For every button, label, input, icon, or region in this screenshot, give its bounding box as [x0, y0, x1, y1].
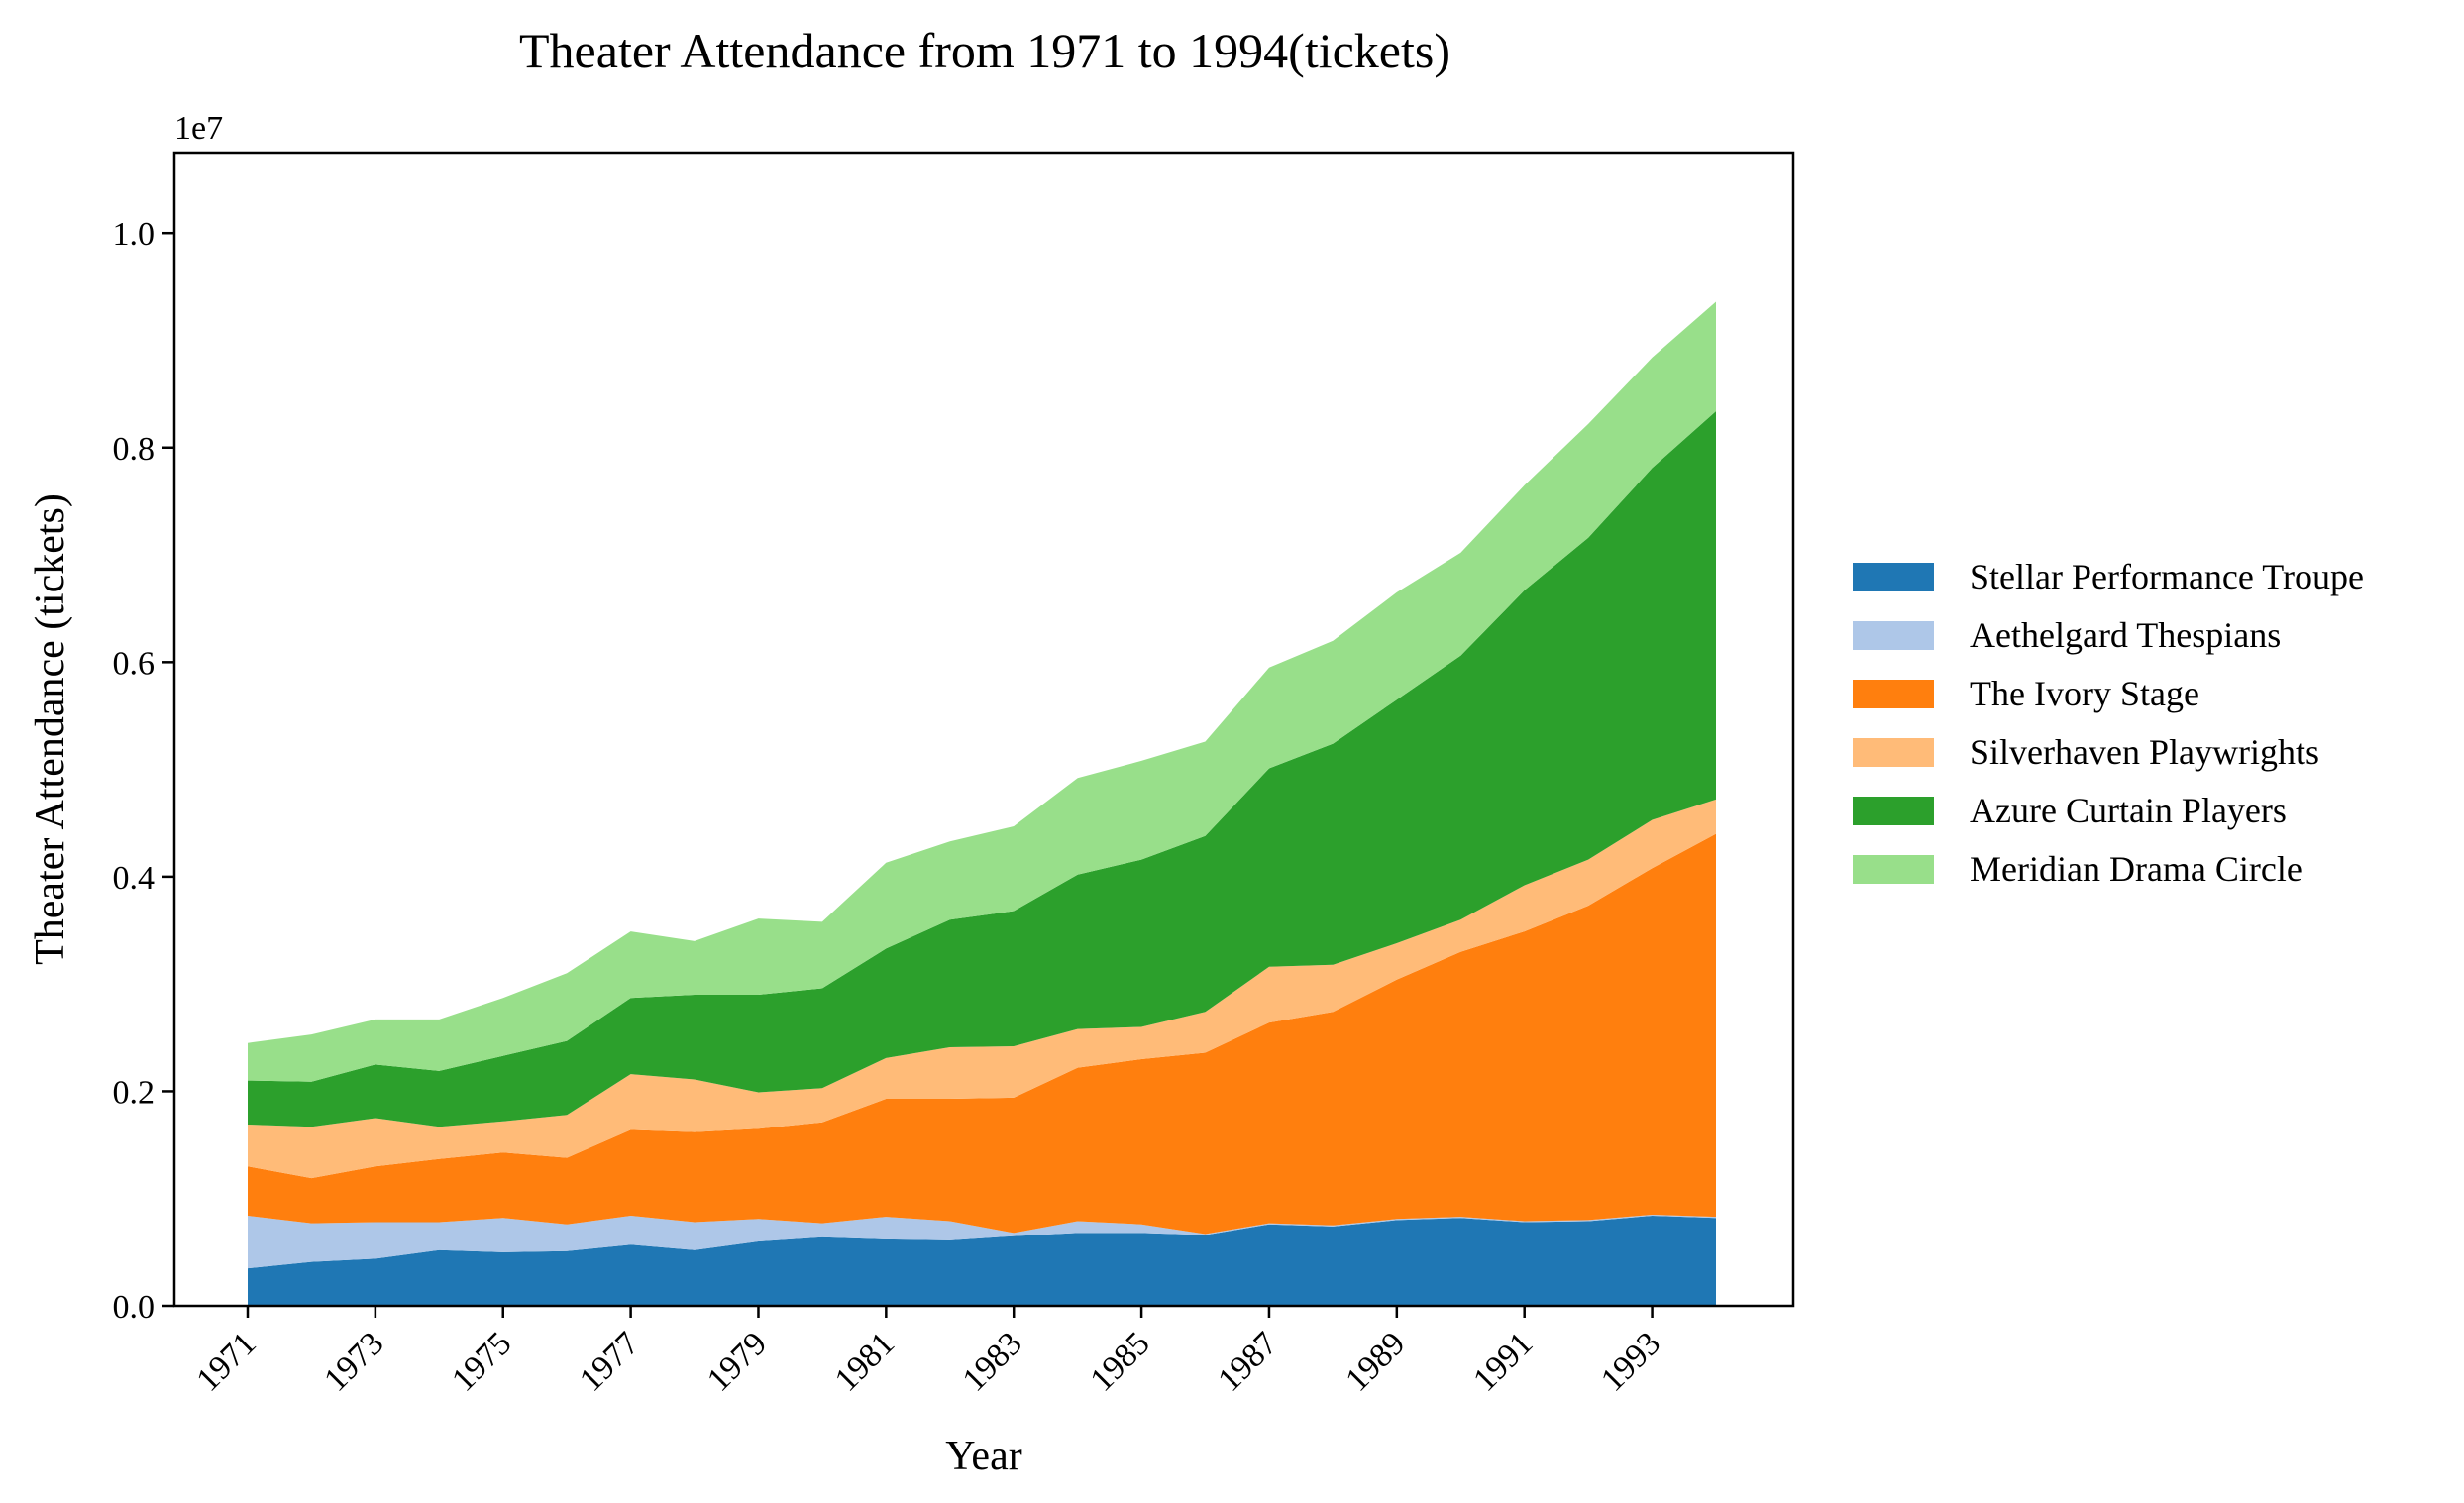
legend-swatch	[1853, 797, 1934, 825]
legend-label: Stellar Performance Troupe	[1970, 557, 2364, 596]
legend: Stellar Performance Troupe Aethelgard The…	[1853, 557, 2364, 889]
legend-label: Silverhaven Playwrights	[1970, 732, 2319, 772]
y-tick-label: 1.0	[113, 216, 156, 253]
x-tick-label: 1991	[1466, 1325, 1540, 1398]
x-tick-label: 1973	[317, 1325, 390, 1398]
legend-label: The Ivory Stage	[1970, 674, 2199, 713]
x-tick-label: 1985	[1083, 1325, 1156, 1398]
y-tick-label: 0.2	[113, 1074, 156, 1111]
x-tick-label: 1987	[1211, 1325, 1284, 1398]
x-tick-label: 1981	[828, 1325, 902, 1398]
chart-title: Theater Attendance from 1971 to 1994(tic…	[519, 23, 1450, 78]
plot-frame	[172, 151, 1795, 1308]
area-series-4	[248, 799, 1716, 1179]
y-offset-label: 1e7	[174, 110, 223, 147]
x-axis: 1971 1973 1975 1977 1979 1981 1983 1985 1987 1989…	[189, 1306, 1667, 1399]
y-tick-label: 0.4	[113, 860, 156, 897]
legend-swatch	[1853, 563, 1934, 591]
legend-swatch	[1853, 855, 1934, 884]
y-tick-label: 0.8	[113, 431, 156, 468]
y-axis: 0.0 0.2 0.4 0.6 0.8 1.0	[113, 216, 174, 1326]
y-tick-label: 0.0	[113, 1289, 156, 1326]
area-series-5	[248, 411, 1716, 1127]
legend-label: Aethelgard Thespians	[1970, 615, 2281, 655]
area-series-3	[248, 833, 1716, 1235]
legend-swatch	[1853, 621, 1934, 650]
y-axis-label: Theater Attendance (tickets)	[28, 493, 73, 965]
legend-swatch	[1853, 680, 1934, 708]
x-tick-label: 1983	[956, 1325, 1029, 1398]
y-tick-label: 0.6	[113, 645, 156, 682]
x-tick-label: 1975	[445, 1325, 518, 1398]
area-series-group	[248, 301, 1716, 1306]
legend-label: Azure Curtain Players	[1970, 791, 2287, 830]
x-tick-label: 1979	[700, 1325, 774, 1398]
x-tick-label: 1989	[1339, 1325, 1412, 1398]
x-tick-label: 1971	[189, 1325, 263, 1398]
area-series-1	[248, 1216, 1716, 1306]
area-series-2	[248, 1215, 1716, 1269]
legend-label: Meridian Drama Circle	[1970, 849, 2303, 889]
x-tick-label: 1977	[573, 1325, 646, 1398]
legend-swatch	[1853, 738, 1934, 767]
x-axis-label: Year	[945, 1434, 1021, 1479]
x-tick-label: 1993	[1594, 1325, 1667, 1398]
